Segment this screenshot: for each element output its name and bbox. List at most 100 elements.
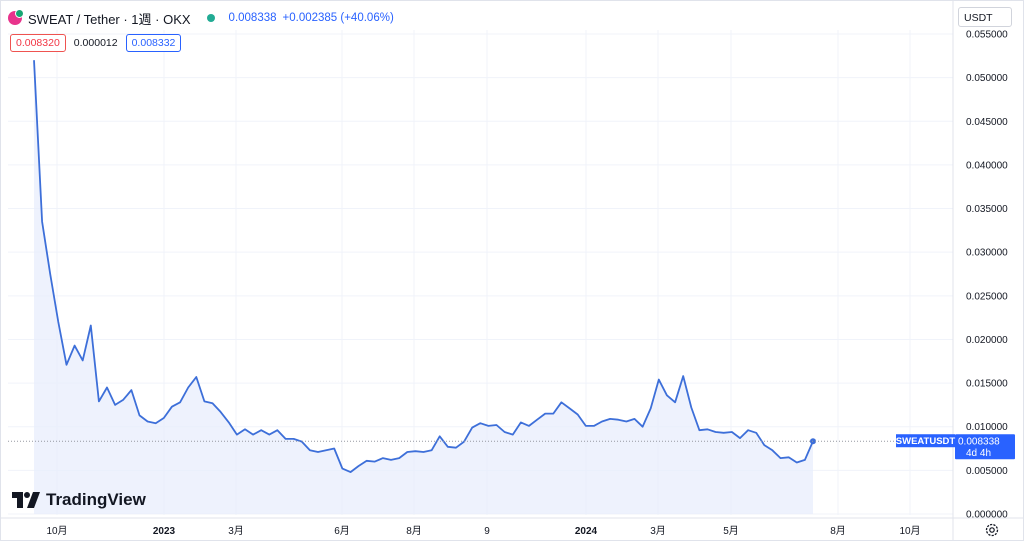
data-point bbox=[642, 426, 643, 427]
data-point bbox=[585, 425, 586, 426]
data-point bbox=[512, 434, 513, 435]
data-point bbox=[520, 422, 521, 423]
symbol-title[interactable]: SWEAT / Tether · 1週 · OKX bbox=[28, 11, 191, 27]
ask-badge[interactable]: 0.008332 bbox=[125, 34, 182, 52]
data-point bbox=[366, 460, 367, 461]
data-point bbox=[528, 425, 529, 426]
data-point bbox=[553, 413, 554, 414]
data-point bbox=[715, 431, 716, 432]
data-point bbox=[317, 451, 318, 452]
market-status-icon bbox=[206, 14, 215, 22]
data-point bbox=[123, 399, 124, 400]
data-point bbox=[772, 450, 773, 451]
data-point bbox=[188, 387, 189, 388]
data-point bbox=[90, 325, 91, 326]
spread-value: 0.000012 bbox=[73, 37, 118, 49]
data-point bbox=[269, 434, 270, 435]
data-point bbox=[731, 431, 732, 432]
data-point bbox=[723, 432, 724, 433]
data-point bbox=[115, 404, 116, 405]
bid-badge[interactable]: 0.008320 bbox=[10, 34, 66, 52]
y-tick-label: 0.050000 bbox=[966, 73, 1008, 84]
data-point bbox=[658, 379, 659, 380]
data-point bbox=[131, 389, 132, 390]
last-price: 0.008338 bbox=[228, 12, 277, 24]
x-tick-label: 5月 bbox=[723, 525, 739, 537]
data-point bbox=[439, 436, 440, 437]
data-point bbox=[50, 273, 51, 274]
y-tick-label: 0.005000 bbox=[966, 466, 1008, 477]
data-point bbox=[447, 446, 448, 447]
data-point bbox=[455, 447, 456, 448]
data-point bbox=[399, 458, 400, 459]
data-point bbox=[309, 450, 310, 451]
tradingview-icon bbox=[12, 492, 40, 508]
y-tick-label: 0.030000 bbox=[966, 248, 1008, 259]
data-point bbox=[82, 360, 83, 361]
data-point bbox=[504, 431, 505, 432]
y-tick-label: 0.000000 bbox=[966, 510, 1008, 521]
data-point bbox=[179, 402, 180, 403]
data-point bbox=[252, 434, 253, 435]
data-point bbox=[431, 450, 432, 451]
settings-gear-icon[interactable] bbox=[984, 522, 1000, 538]
data-point bbox=[147, 421, 148, 422]
data-point bbox=[496, 424, 497, 425]
data-point bbox=[42, 221, 43, 222]
x-tick-label: 10月 bbox=[46, 525, 67, 537]
data-point bbox=[212, 403, 213, 404]
data-point bbox=[382, 458, 383, 459]
data-point bbox=[699, 430, 700, 431]
y-tick-label: 0.035000 bbox=[966, 204, 1008, 215]
data-point bbox=[277, 430, 278, 431]
y-tick-label: 0.020000 bbox=[966, 335, 1008, 346]
y-tick-label: 0.015000 bbox=[966, 379, 1008, 390]
data-point bbox=[577, 414, 578, 415]
symbol-tag-label: SWEATUSDT bbox=[896, 436, 956, 447]
price-change: +0.002385 (+40.06%) bbox=[282, 12, 394, 24]
data-point bbox=[488, 425, 489, 426]
data-point bbox=[626, 421, 627, 422]
bid-ask-badges: 0.008320 0.000012 0.008332 bbox=[10, 34, 182, 52]
price-tag-bg bbox=[955, 434, 1015, 460]
symbol-tag-bg bbox=[896, 434, 955, 448]
data-point bbox=[756, 432, 757, 433]
price-tag-value: 0.008338 bbox=[958, 437, 1000, 448]
data-point bbox=[674, 402, 675, 403]
data-point bbox=[326, 450, 327, 451]
data-point bbox=[683, 376, 684, 377]
data-point bbox=[196, 376, 197, 377]
x-tick-label: 10月 bbox=[899, 525, 920, 537]
data-point bbox=[666, 395, 667, 396]
data-point bbox=[285, 438, 286, 439]
data-point bbox=[106, 387, 107, 388]
data-point bbox=[171, 406, 172, 407]
data-point bbox=[601, 421, 602, 422]
data-point bbox=[98, 401, 99, 402]
data-point bbox=[66, 364, 67, 365]
data-point bbox=[390, 459, 391, 460]
data-point bbox=[764, 444, 765, 445]
y-tick-label: 0.025000 bbox=[966, 291, 1008, 302]
data-point bbox=[537, 419, 538, 420]
currency-button[interactable]: USDT bbox=[958, 7, 1012, 27]
data-point bbox=[33, 60, 34, 61]
tradingview-logo[interactable]: TradingView bbox=[12, 490, 146, 510]
data-point bbox=[480, 423, 481, 424]
data-point bbox=[334, 448, 335, 449]
chart-header: SWEAT / Tether · 1週 · OKX 0.008338 +0.00… bbox=[8, 8, 400, 28]
data-point bbox=[788, 457, 789, 458]
data-point bbox=[650, 408, 651, 409]
data-point bbox=[739, 437, 740, 438]
series-line bbox=[33, 60, 814, 473]
data-point bbox=[220, 411, 221, 412]
data-point bbox=[780, 458, 781, 459]
x-tick-label: 9 bbox=[484, 526, 490, 537]
x-tick-label: 2024 bbox=[575, 526, 598, 537]
data-point bbox=[593, 425, 594, 426]
data-point bbox=[545, 413, 546, 414]
data-point bbox=[691, 407, 692, 408]
y-tick-label: 0.055000 bbox=[966, 30, 1008, 41]
sweat-logo-icon bbox=[8, 9, 24, 25]
